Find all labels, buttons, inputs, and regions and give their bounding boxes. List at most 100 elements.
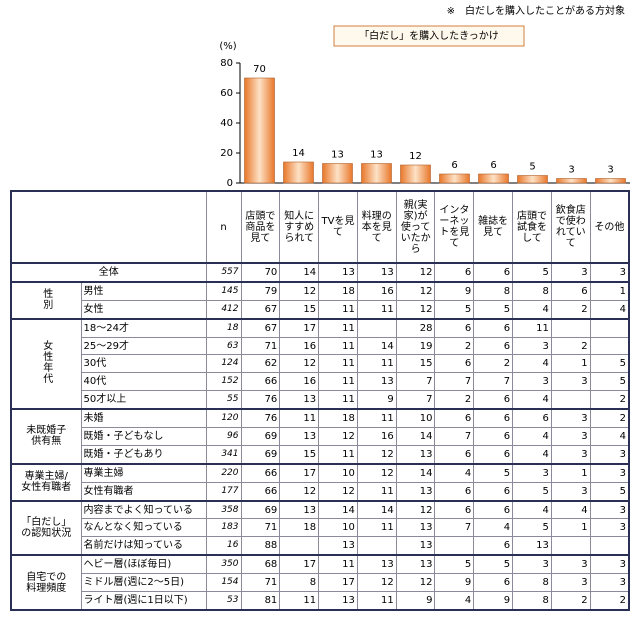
value-cell: 5 xyxy=(512,262,552,283)
value-cell: 1 xyxy=(550,462,591,483)
value-cell: 66 xyxy=(240,481,281,502)
value-cell: 9 xyxy=(473,591,514,611)
value-cell: 2 xyxy=(589,591,630,611)
value-cell: 6 xyxy=(434,499,475,520)
column-header: 店頭で商品を見て xyxy=(240,190,281,264)
value-cell: 17 xyxy=(279,554,320,575)
n-cell: 55 xyxy=(205,390,242,410)
value-cell: 5 xyxy=(589,354,630,374)
value-cell: 2 xyxy=(550,591,591,611)
value-cell: 3 xyxy=(550,408,591,429)
n-cell: 53 xyxy=(205,591,242,611)
value-cell: 4 xyxy=(589,299,630,320)
row-label: 既婚・子どもなし xyxy=(80,427,207,446)
value-cell: 81 xyxy=(240,591,281,611)
value-cell: 13 xyxy=(395,481,436,502)
table-row: 既婚・子どもあり 341 69 15 11 12 13 6 6 4 3 3 xyxy=(11,444,630,465)
value-cell: 12 xyxy=(318,427,358,446)
value-cell: 11 xyxy=(318,317,358,338)
value-cell: 88 xyxy=(240,536,281,556)
value-cell: 11 xyxy=(279,591,320,611)
value-cell: 13 xyxy=(318,591,358,611)
note: ※ 白だしを購入したことがある方対象 xyxy=(447,4,625,17)
value-cell: 5 xyxy=(473,554,514,575)
value-cell: 2 xyxy=(589,408,630,429)
value-cell: 6 xyxy=(434,354,475,374)
row-label: 男性 xyxy=(80,280,207,301)
y-tick-label: 0 xyxy=(227,178,233,189)
value-cell: 4 xyxy=(434,591,475,611)
value-cell: 3 xyxy=(589,444,630,465)
value-cell: 6 xyxy=(550,280,591,301)
value-cell: 9 xyxy=(434,280,475,301)
value-cell: 6 xyxy=(473,408,514,429)
value-cell: 8 xyxy=(512,573,552,593)
row-label: 既婚・子どもあり xyxy=(80,444,207,465)
value-cell: 3 xyxy=(589,573,630,593)
value-cell: 1 xyxy=(589,280,630,301)
value-cell: 4 xyxy=(512,390,552,410)
data-label: 6 xyxy=(451,160,457,171)
value-cell: 6 xyxy=(473,427,514,446)
group-label-text: 性別 xyxy=(40,287,52,310)
column-header: 親(実家)が使っていたから xyxy=(395,190,436,264)
value-cell: 11 xyxy=(356,408,397,429)
value-cell: 28 xyxy=(395,317,436,338)
value-cell: 17 xyxy=(279,317,320,338)
value-cell: 4 xyxy=(512,299,552,320)
table-row: なんとなく知っている 183 71 18 10 11 13 7 4 5 1 3 xyxy=(11,518,630,538)
value-cell: 3 xyxy=(550,262,591,283)
table-row: 自宅での料理頻度 ヘビー層(ほぼ毎日) 350 68 17 11 13 13 5 5 3 3 3 xyxy=(10,554,630,611)
value-cell xyxy=(589,336,630,356)
value-cell: 6 xyxy=(473,336,514,356)
value-cell: 12 xyxy=(356,444,397,465)
n-cell: 557 xyxy=(205,262,242,283)
value-cell: 3 xyxy=(550,481,591,502)
value-cell: 7 xyxy=(473,372,514,392)
y-tick-label: 20 xyxy=(220,148,233,159)
value-cell: 12 xyxy=(356,573,397,593)
row-label: 50才以上 xyxy=(80,390,207,410)
value-cell: 3 xyxy=(512,462,552,483)
table-row: ライト層(週に1日以下) 53 81 11 13 11 9 4 9 8 2 2 xyxy=(11,591,630,611)
n-cell: 16 xyxy=(205,536,242,556)
value-cell: 17 xyxy=(318,573,358,593)
bar xyxy=(439,173,470,184)
value-cell xyxy=(356,317,397,338)
row-label: ミドル層(週に2～5日) xyxy=(80,573,207,593)
row-label: 女性 xyxy=(80,299,207,320)
value-cell: 11 xyxy=(356,591,397,611)
value-cell: 7 xyxy=(395,390,436,410)
value-cell: 13 xyxy=(512,536,552,556)
value-cell: 12 xyxy=(356,462,397,483)
table-row: 25～29才 63 71 16 11 14 19 2 6 3 2 xyxy=(11,336,630,356)
value-cell: 6 xyxy=(473,262,514,283)
value-cell: 5 xyxy=(512,518,552,538)
value-cell: 14 xyxy=(318,499,358,520)
value-cell: 9 xyxy=(395,591,436,611)
value-cell: 6 xyxy=(512,408,552,429)
value-cell: 9 xyxy=(434,573,475,593)
value-cell: 6 xyxy=(473,499,514,520)
n-cell: 145 xyxy=(205,280,242,301)
value-cell: 13 xyxy=(279,499,320,520)
column-header: インターネットを見て xyxy=(434,190,475,264)
value-cell: 3 xyxy=(550,372,591,392)
row-label: 40代 xyxy=(80,372,207,392)
value-cell: 10 xyxy=(318,462,358,483)
value-cell: 16 xyxy=(279,372,320,392)
value-cell: 12 xyxy=(279,354,320,374)
row-label: 専業主婦 xyxy=(80,462,207,483)
value-cell: 4 xyxy=(589,427,630,446)
value-cell: 13 xyxy=(356,372,397,392)
value-cell: 10 xyxy=(395,408,436,429)
value-cell: 3 xyxy=(550,427,591,446)
value-cell: 69 xyxy=(240,427,281,446)
value-cell: 2 xyxy=(434,336,475,356)
value-cell: 12 xyxy=(318,481,358,502)
value-cell xyxy=(434,536,475,556)
table-row: 30代 124 62 12 11 11 15 6 2 4 1 5 xyxy=(11,354,630,374)
value-cell: 12 xyxy=(395,499,436,520)
value-cell: 7 xyxy=(434,372,475,392)
value-cell: 1 xyxy=(550,354,591,374)
